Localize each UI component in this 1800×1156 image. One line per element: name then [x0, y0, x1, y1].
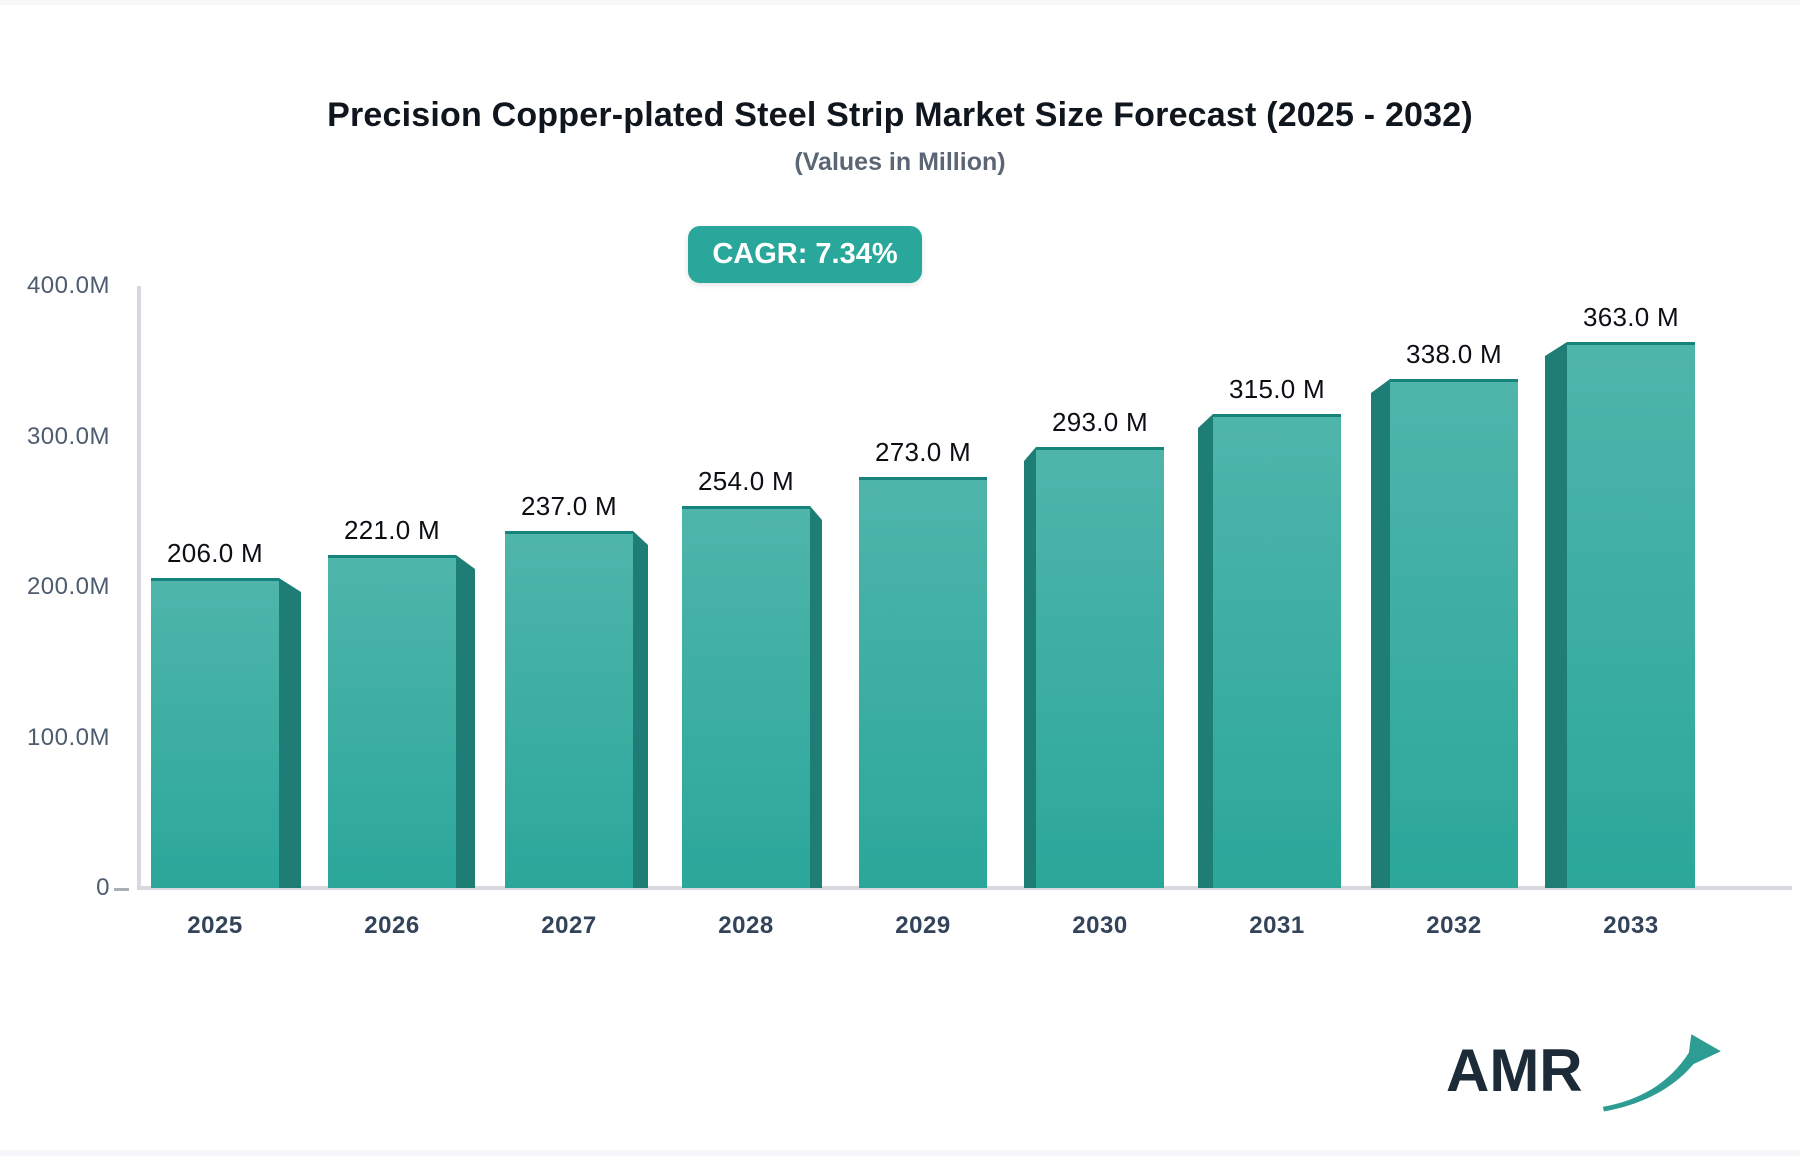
chart-subtitle: (Values in Million): [794, 148, 1006, 176]
bar-2026[interactable]: [328, 555, 456, 888]
amr-logo-text: AMR: [1446, 1037, 1583, 1104]
y-axis-tick-label: 300.0M: [26, 422, 110, 450]
y-axis-line: [137, 286, 141, 890]
bar-2030[interactable]: [1036, 447, 1164, 888]
bar-value-label: 254.0 M: [697, 466, 795, 496]
bottom-edge-strip: [0, 1150, 1800, 1156]
bar-value-label: 237.0 M: [520, 491, 618, 521]
bar-side-face: [633, 531, 648, 888]
x-axis-label: 2025: [187, 912, 243, 939]
bar-2033[interactable]: [1567, 342, 1695, 888]
bar-side-face: [1024, 447, 1036, 888]
top-edge-strip: [0, 0, 1800, 5]
bar-side-face: [1545, 342, 1567, 888]
y-axis-tick-label: 100.0M: [26, 723, 110, 751]
bar-value-label: 315.0 M: [1228, 374, 1326, 404]
x-axis-line: [137, 886, 1792, 890]
zero-tick-mark: [114, 888, 129, 891]
x-axis-label: 2031: [1249, 912, 1305, 939]
bar-2029[interactable]: [859, 477, 987, 888]
y-axis-tick-label: 400.0M: [26, 272, 110, 299]
bar-value-label: 338.0 M: [1405, 339, 1503, 369]
bar-side-face: [1371, 379, 1390, 888]
bar-2032[interactable]: [1390, 379, 1518, 888]
growth-arrow-icon: [1602, 1034, 1721, 1112]
bar-value-label: 206.0 M: [166, 538, 264, 568]
bar-value-label: 273.0 M: [874, 437, 972, 467]
bar-side-face: [279, 578, 301, 888]
chart-title: Precision Copper-plated Steel Strip Mark…: [327, 96, 1473, 134]
x-axis-label: 2029: [895, 912, 951, 939]
amr-logo: AMR: [1446, 1030, 1726, 1122]
bar-2025[interactable]: [151, 578, 279, 888]
x-axis-label: 2032: [1426, 912, 1482, 939]
x-axis-label: 2028: [718, 912, 774, 939]
cagr-badge: CAGR: 7.34%: [688, 226, 922, 283]
x-axis-label: 2030: [1072, 912, 1128, 939]
bar-value-label: 293.0 M: [1051, 407, 1149, 437]
x-axis-label: 2027: [541, 912, 597, 939]
x-axis-label: 2026: [364, 912, 420, 939]
y-axis-tick-label: 0: [96, 874, 110, 901]
bar-2028[interactable]: [682, 506, 810, 888]
x-axis-label: 2033: [1603, 912, 1659, 939]
bar-side-face: [1198, 414, 1213, 888]
bar-value-label: 363.0 M: [1582, 302, 1680, 332]
bar-side-face: [456, 555, 475, 888]
bar-2027[interactable]: [505, 531, 633, 888]
y-axis-tick-label: 200.0M: [26, 573, 110, 600]
bar-2031[interactable]: [1213, 414, 1341, 888]
bar-side-face: [810, 506, 822, 888]
bar-value-label: 221.0 M: [343, 515, 441, 545]
